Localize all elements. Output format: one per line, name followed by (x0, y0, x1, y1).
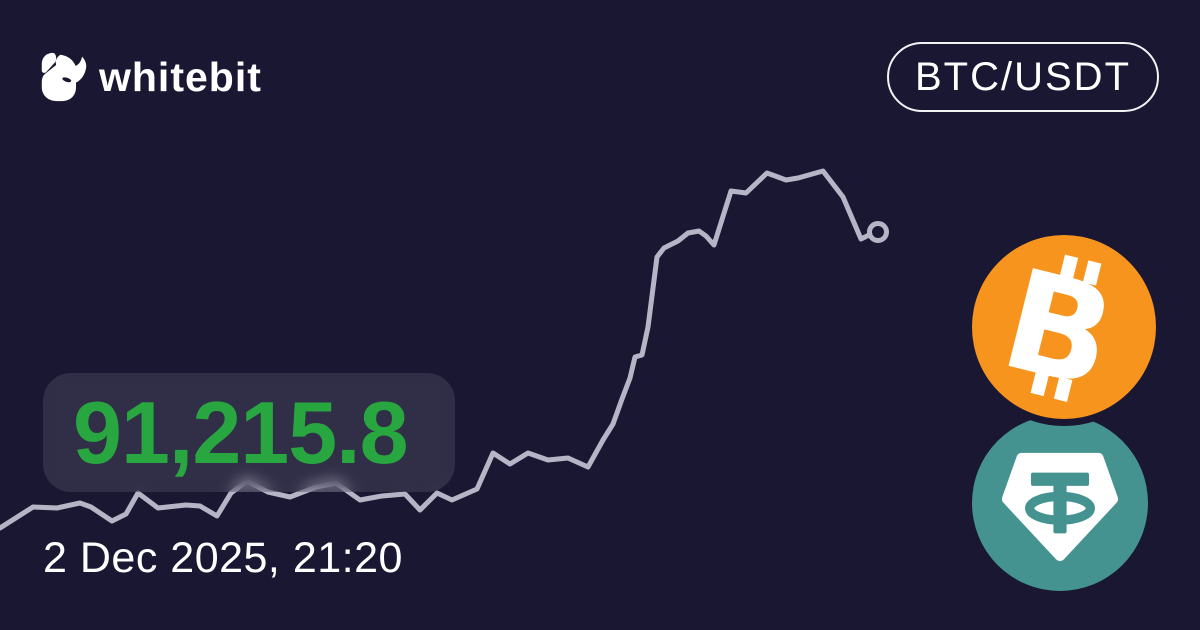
price-line (0, 168, 872, 531)
endpoint-marker (867, 221, 889, 243)
bitcoin-icon: B (972, 235, 1156, 419)
bitcoin-glyph: B (989, 252, 1129, 402)
last-price: 91,215.8 (73, 382, 409, 482)
price-badge: 91,215.8 (43, 373, 455, 492)
whitebit-logo: whitebit (40, 52, 262, 102)
whitebit-bull-icon (41, 52, 87, 102)
pair-badge: BTC/USDT (887, 42, 1159, 112)
tether-glyph (1001, 452, 1119, 562)
brand-name: whitebit (99, 53, 262, 100)
pair-label: BTC/USDT (915, 54, 1131, 99)
price-timestamp: 2 Dec 2025, 21:20 (43, 534, 403, 582)
tether-icon (972, 415, 1148, 591)
